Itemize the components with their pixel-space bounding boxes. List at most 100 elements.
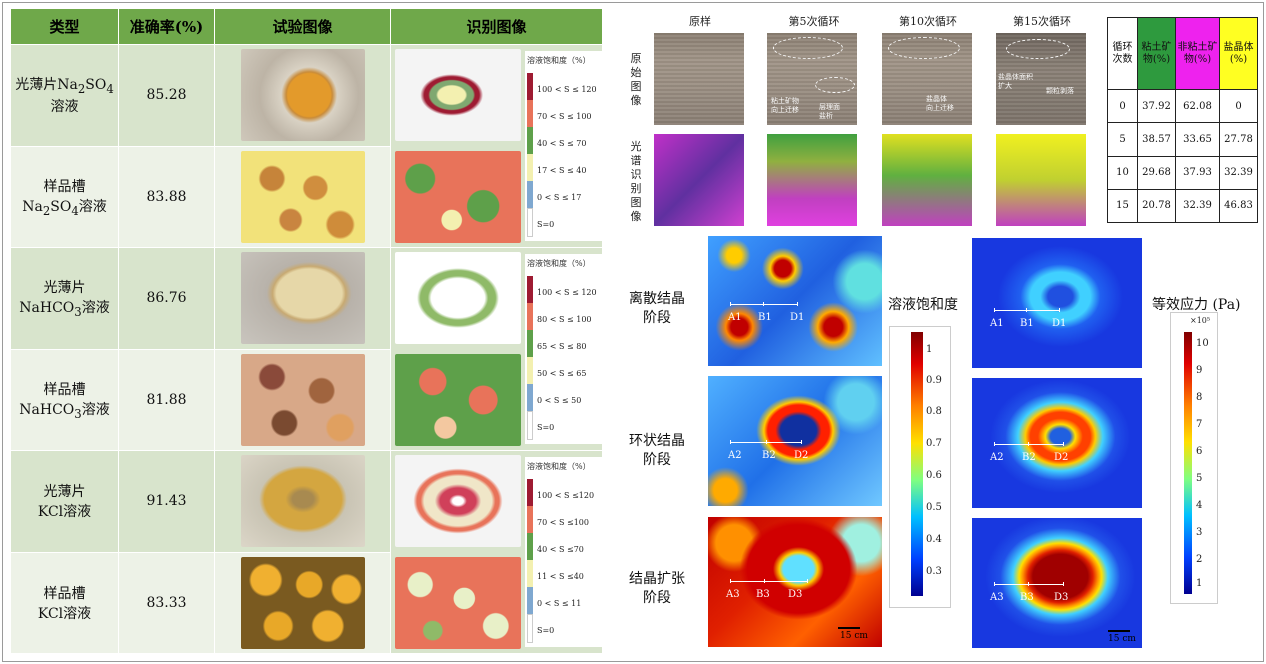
point-label: B1 [758, 312, 772, 323]
cell: 38.57 [1137, 122, 1176, 157]
table-row: 15 20.78 32.39 46.83 [1107, 188, 1258, 224]
column-head-cycle10: 第10次循环 [899, 15, 957, 28]
header-type: 类型 [10, 7, 119, 46]
stress-colorbar [1184, 332, 1192, 594]
section-tick [766, 440, 767, 444]
cell: 46.83 [1219, 188, 1258, 224]
legend-color-bar [527, 479, 533, 644]
header-recognition-image: 识别图像 [390, 7, 603, 46]
cell: 10 [1107, 155, 1138, 190]
colorbar-tick: 0.8 [926, 406, 942, 417]
section-line [730, 304, 798, 305]
colorbar-tick: 0.6 [926, 470, 942, 481]
type-cell: 光薄片Na2SO4 溶液 [10, 44, 119, 147]
colorbar-tick: 0.3 [926, 566, 942, 577]
test-image [240, 49, 365, 142]
legend-label: 100 < S ≤ 120 [537, 85, 597, 95]
scale-label: 15 cm [840, 631, 868, 641]
saturation-map-expansion: A3 B3 D3 15 cm [708, 517, 882, 647]
legend-label: 100 < S ≤120 [537, 491, 595, 501]
cell: 0 [1219, 88, 1258, 124]
legend-color-bar [527, 73, 533, 238]
cell: 29.68 [1137, 155, 1176, 190]
point-label: D1 [790, 312, 805, 323]
table-row: 10 29.68 37.93 32.39 [1107, 155, 1258, 190]
legend-label: 40 < S ≤ 70 [537, 139, 587, 149]
annotation-salt-up: 盐晶体 向上迁移 [926, 95, 954, 112]
annotation-salt-expand: 盐晶体面积 扩大 [998, 73, 1033, 90]
accuracy-cell: 91.43 [118, 450, 215, 553]
header-salt: 盐晶体(%) [1219, 17, 1258, 90]
colorbar-tick: 0.7 [926, 438, 942, 449]
accuracy-cell: 86.76 [118, 247, 215, 350]
section-tick [730, 579, 731, 583]
point-label: B2 [1022, 452, 1036, 463]
legend-label: 17 < S ≤ 40 [537, 166, 587, 176]
ellipse-marker [888, 37, 960, 59]
point-label: D3 [1054, 592, 1069, 603]
table-row: 样品槽 NaHCO3溶液 81.88 [10, 348, 603, 452]
test-image [240, 150, 365, 243]
cell: 62.08 [1175, 88, 1220, 124]
point-label: B1 [1020, 318, 1034, 329]
cell: 15 [1107, 188, 1138, 224]
annotation-clay: 粘土矿物 向上迁移 [771, 97, 799, 114]
accuracy-cell: 81.88 [118, 348, 215, 452]
section-line [994, 584, 1064, 585]
point-label: D2 [1054, 452, 1069, 463]
legend-label: S=0 [537, 626, 555, 636]
recognition-image [395, 151, 521, 244]
colorbar-tick: 7 [1196, 419, 1203, 430]
stage-label-ring: 环状结晶 阶段 [629, 433, 685, 468]
test-image-cell [214, 145, 391, 249]
mineral-percentage-table: 循环次数 粘土矿物(%) 非粘土矿物(%) 盐晶体(%) 0 37.92 62.08… [1107, 17, 1258, 224]
cell: 33.65 [1175, 122, 1220, 157]
header-accuracy: 准确率(%) [118, 7, 215, 46]
cell: 37.93 [1175, 155, 1220, 190]
colorbar-tick: 0.5 [926, 502, 942, 513]
section-tick [1063, 582, 1064, 586]
cell: 20.78 [1137, 188, 1176, 224]
recognition-image [395, 354, 521, 447]
header-clay: 粘土矿物(%) [1137, 17, 1176, 90]
stress-map-expansion: A3 B3 D3 15 cm [972, 518, 1142, 648]
saturation-legend: 溶液饱和度（%） 100 < S ≤120 70 < S ≤100 40 < S… [525, 457, 609, 648]
point-label: A3 [726, 589, 740, 600]
colorbar-tick: 4 [1196, 500, 1203, 511]
saturation-map-ring: A2 B2 D2 [708, 376, 882, 506]
legend-label: 11 < S ≤40 [537, 572, 584, 582]
test-image-cell [214, 44, 391, 147]
header-test-image: 试验图像 [214, 7, 391, 46]
section-tick [1028, 442, 1029, 446]
legend-title: 溶液饱和度（%） [527, 462, 591, 472]
type-cell: 样品槽 KCl溶液 [10, 551, 119, 654]
point-label: A2 [990, 452, 1004, 463]
table-row: 5 38.57 33.65 27.78 [1107, 122, 1258, 157]
point-label: B3 [1020, 592, 1034, 603]
test-image-cell [214, 247, 391, 350]
table-row: 光薄片Na2SO4 溶液 85.28 溶液饱和度（%） 100 < S ≤ 120… [10, 44, 609, 249]
type-cell: 样品槽 Na2SO4溶液 [10, 145, 119, 249]
spectral-image-cycle5 [767, 134, 857, 226]
saturation-colorbar-title: 溶液饱和度 [888, 297, 958, 313]
section-tick [1028, 582, 1029, 586]
original-image-sample [654, 33, 744, 125]
cell: 32.39 [1175, 188, 1220, 224]
spectral-image-sample [654, 134, 744, 226]
colorbar-tick: 6 [1196, 446, 1203, 457]
saturation-colorbar [911, 332, 923, 596]
point-label: A1 [990, 318, 1004, 329]
ellipse-marker [1006, 39, 1070, 59]
recognition-cell: 溶液饱和度（%） 100 < S ≤ 120 80 < S ≤ 100 65 <… [390, 247, 609, 452]
cell: 27.78 [1219, 122, 1258, 157]
stress-map-discrete: A1 B1 D1 [972, 238, 1142, 368]
header-cycles: 循环次数 [1107, 17, 1138, 90]
cell: 0 [1107, 88, 1138, 124]
saturation-legend: 溶液饱和度（%） 100 < S ≤ 120 80 < S ≤ 100 65 <… [525, 254, 609, 445]
recognition-cell: 溶液饱和度（%） 100 < S ≤120 70 < S ≤100 40 < S… [390, 450, 609, 654]
colorbar-tick: 10 [1196, 338, 1209, 349]
original-image-cycle10: 盐晶体 向上迁移 [882, 33, 972, 125]
colorbar-tick: 2 [1196, 554, 1203, 565]
recognition-image [395, 557, 521, 650]
spectral-image-cycle15 [996, 134, 1086, 226]
